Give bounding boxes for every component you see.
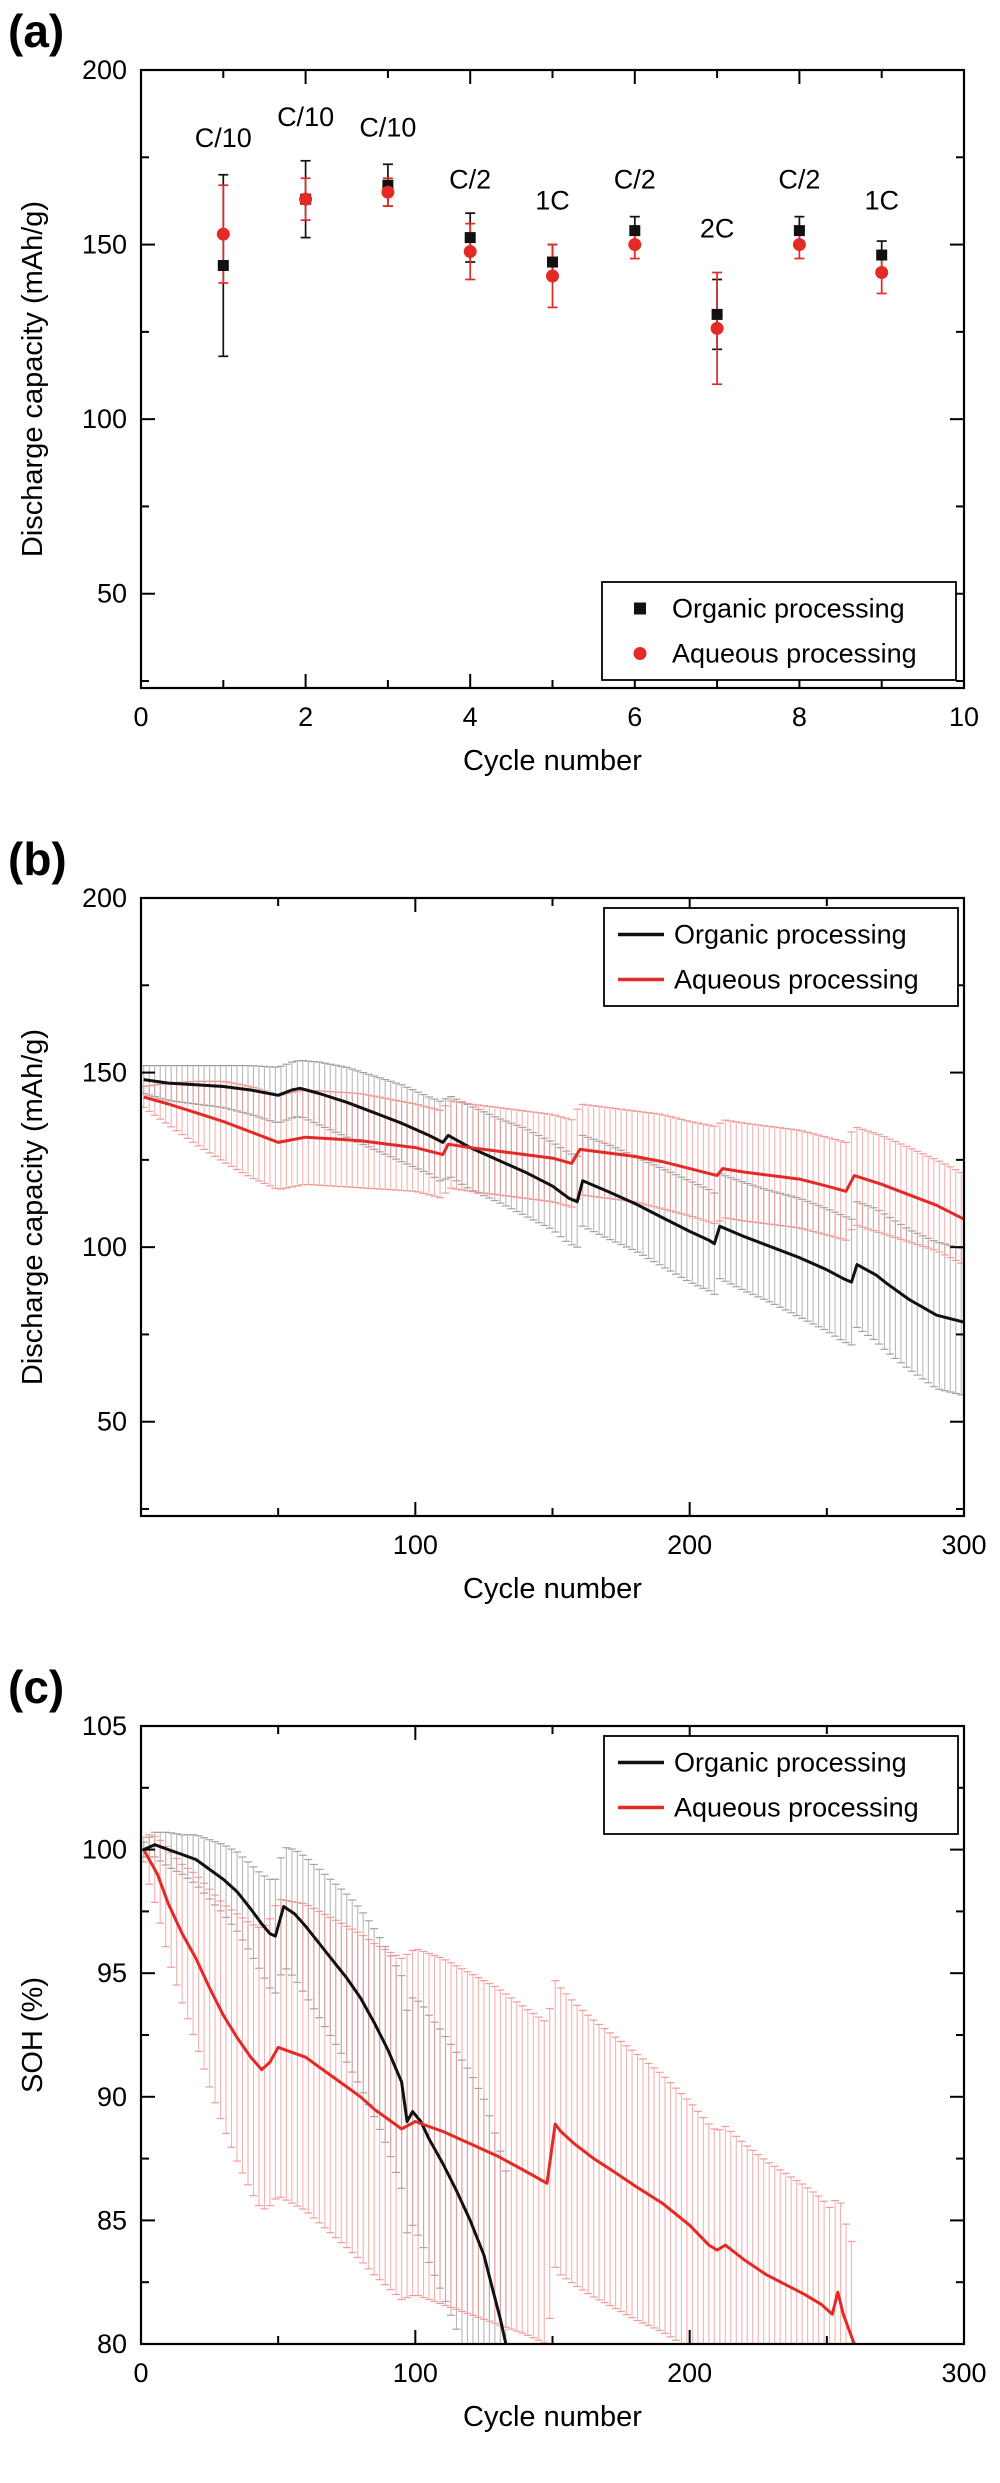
chart-c-soh: 0 100 200 300 80 85 90 95 100 105 Cycle number SOH … — [17, 1711, 987, 2433]
legend: Organic processing Aqueous processing — [603, 907, 959, 1007]
legend-label: Organic processing — [674, 920, 907, 950]
rate-annotation: C/2 — [778, 165, 820, 195]
legend-label: Aqueous processing — [672, 639, 917, 669]
svg-text:150: 150 — [82, 230, 127, 260]
svg-text:105: 105 — [82, 1711, 127, 1741]
svg-text:10: 10 — [949, 702, 979, 732]
series-line-organic-processing — [143, 1078, 964, 1324]
svg-text:2: 2 — [298, 702, 313, 732]
svg-text:0: 0 — [133, 702, 148, 732]
error-bars-aqueous-processing — [141, 1080, 964, 1264]
svg-text:90: 90 — [97, 2082, 127, 2112]
series-line-organic-processing — [143, 1843, 508, 2344]
tick-labels: 0 100 200 300 80 85 90 95 100 105 — [82, 1711, 987, 2388]
y-axis-label: Discharge capacity (mAh/g) — [17, 1029, 49, 1385]
svg-text:200: 200 — [82, 55, 127, 85]
chart-b-cycling-capacity: 100 200 300 50 100 150 200 Cycle number Discharg… — [17, 883, 987, 1605]
svg-text:6: 6 — [627, 702, 642, 732]
legend-label: Organic processing — [674, 1748, 907, 1778]
series-line-aqueous-processing — [143, 1095, 964, 1221]
svg-text:8: 8 — [792, 702, 807, 732]
svg-text:200: 200 — [82, 883, 127, 913]
series-line-aqueous-processing — [142, 1848, 856, 2344]
legend-circle-marker — [633, 647, 647, 660]
rate-annotation: C/10 — [359, 112, 416, 142]
svg-text:100: 100 — [82, 1232, 127, 1262]
panel-label-c: (c) — [8, 1661, 65, 1713]
legend-label: Aqueous processing — [674, 965, 919, 995]
tick-labels: 0 2 4 6 8 10 50 100 150 200 — [82, 55, 979, 732]
legend: Organic processing Aqueous processing — [601, 581, 957, 681]
series-markers-aqueous-processing — [216, 185, 889, 335]
svg-text:100: 100 — [393, 1530, 438, 1560]
axis-ticks — [140, 69, 965, 688]
y-axis-label: SOH (%) — [17, 1977, 49, 2093]
plot-area — [141, 1831, 856, 2344]
plot-area — [141, 1060, 964, 1396]
rate-annotation: C/2 — [614, 165, 656, 195]
legend-label: Aqueous processing — [674, 1793, 919, 1823]
rate-annotation: C/10 — [195, 123, 252, 153]
panel-a: (a) 0 2 4 6 8 10 50 100 150 200 Cycle number Discha… — [0, 0, 1000, 828]
axis-ticks — [140, 1725, 965, 2345]
svg-text:80: 80 — [97, 2329, 127, 2359]
panel-b: (b) 100 200 300 50 100 150 200 Cycle number Disc… — [0, 828, 1000, 1656]
svg-text:50: 50 — [97, 579, 127, 609]
plot-area — [216, 159, 889, 386]
rate-annotation: 1C — [535, 186, 570, 216]
chart-a-rate-capability: 0 2 4 6 8 10 50 100 150 200 Cycle number Discharge … — [17, 55, 979, 777]
panel-label-a: (a) — [8, 5, 65, 57]
svg-text:4: 4 — [463, 702, 478, 732]
legend-label: Organic processing — [672, 594, 905, 624]
rate-annotation: 1C — [864, 186, 899, 216]
panel-c: (c) 0 100 200 300 80 85 90 95 100 105 Cycle number… — [0, 1656, 1000, 2483]
svg-text:300: 300 — [941, 2358, 986, 2388]
svg-text:150: 150 — [82, 1058, 127, 1088]
svg-text:300: 300 — [941, 1530, 986, 1560]
svg-text:85: 85 — [97, 2205, 127, 2235]
legend-square-marker — [634, 602, 646, 615]
svg-text:50: 50 — [97, 1407, 127, 1437]
svg-text:100: 100 — [82, 1835, 127, 1865]
svg-text:100: 100 — [393, 2358, 438, 2388]
x-axis-label: Cycle number — [463, 2401, 642, 2433]
y-axis-label: Discharge capacity (mAh/g) — [17, 201, 49, 557]
svg-text:200: 200 — [667, 1530, 712, 1560]
rate-annotation: C/2 — [449, 165, 491, 195]
error-bars-organic-processing — [141, 1060, 964, 1396]
rate-annotation: C/10 — [277, 102, 334, 132]
x-axis-label: Cycle number — [463, 1573, 642, 1605]
legend: Organic processing Aqueous processing — [603, 1735, 959, 1835]
svg-text:95: 95 — [97, 1958, 127, 1988]
panel-label-b: (b) — [8, 833, 67, 885]
svg-text:0: 0 — [133, 2358, 148, 2388]
rate-annotation: 2C — [700, 214, 735, 244]
x-axis-label: Cycle number — [463, 745, 642, 777]
svg-text:200: 200 — [667, 2358, 712, 2388]
svg-text:100: 100 — [82, 404, 127, 434]
tick-labels: 100 200 300 50 100 150 200 — [82, 883, 987, 1560]
